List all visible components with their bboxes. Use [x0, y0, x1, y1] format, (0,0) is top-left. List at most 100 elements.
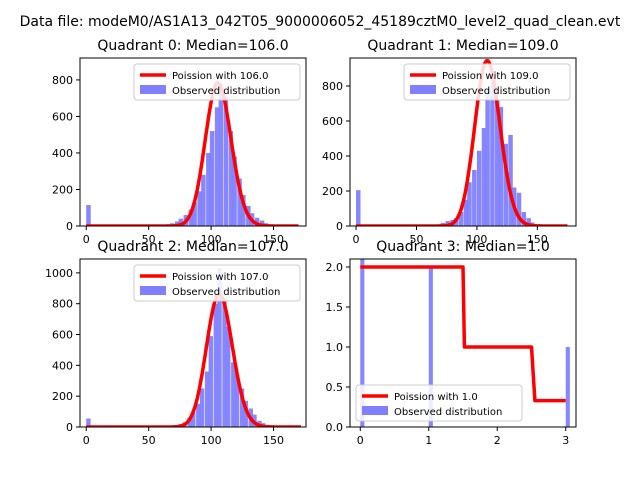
histogram-bar — [508, 135, 513, 226]
y-tick-label: 0 — [66, 421, 73, 434]
legend-line-label: Poission with 1.0 — [394, 392, 478, 403]
x-tick-label: 100 — [466, 233, 487, 246]
poisson-curve-line — [85, 292, 302, 427]
histogram-bar — [218, 83, 224, 226]
y-tick-label: 800 — [52, 74, 73, 87]
histogram-bar — [178, 218, 184, 226]
histogram-bar — [254, 217, 260, 226]
histogram-bar — [481, 128, 487, 226]
histogram-bar — [188, 209, 194, 226]
y-tick-label: 0.5 — [326, 381, 344, 394]
histogram-bar — [232, 156, 237, 226]
histogram-bar — [237, 178, 242, 226]
histogram-bar — [222, 297, 227, 427]
histogram-bar — [243, 400, 248, 427]
histogram-bar — [86, 418, 91, 427]
histogram-bar — [239, 388, 245, 427]
histogram-bar — [495, 100, 500, 226]
y-tick-label: 400 — [322, 150, 343, 163]
histogram-bar — [485, 89, 490, 226]
legend-bar-swatch — [410, 85, 436, 94]
y-tick-label: 200 — [52, 390, 73, 403]
axes-frame — [79, 57, 307, 227]
histogram-bar — [226, 326, 231, 427]
histogram-bar — [208, 336, 213, 427]
histogram-bar — [206, 152, 211, 226]
x-tick-label: 100 — [201, 434, 222, 447]
histogram-bar — [86, 205, 91, 226]
x-tick-label: 3 — [562, 434, 569, 447]
y-tick-label: 400 — [52, 147, 73, 160]
histogram-bar — [214, 107, 220, 226]
y-tick-label: 600 — [322, 115, 343, 128]
histogram-bar — [467, 182, 472, 226]
poisson-curve-line — [360, 265, 566, 403]
legend: Poission with 106.0 Observed distribution — [133, 63, 301, 101]
x-tick-label: 0 — [83, 233, 90, 246]
x-tick-label: 2 — [494, 434, 501, 447]
histogram-bar — [463, 199, 469, 226]
y-tick-label: 600 — [52, 110, 73, 123]
histogram-bar — [526, 218, 531, 226]
histogram-bar — [192, 202, 197, 226]
histogram-bar — [204, 371, 210, 427]
x-tick-label: 0 — [353, 233, 360, 246]
y-tick-label: 200 — [52, 183, 73, 196]
plot-area — [355, 58, 569, 226]
legend-bar-swatch — [140, 85, 166, 94]
panel-title: Quadrant 2: Median=107.0 — [97, 239, 288, 255]
legend: Poission with 1.0 Observed distribution — [355, 384, 523, 422]
legend-bar-label: Observed distribution — [172, 86, 280, 97]
histogram-bar — [503, 143, 508, 226]
x-tick-label: 1 — [425, 434, 432, 447]
y-tick-label: 1000 — [45, 267, 73, 280]
histogram-bar — [521, 212, 527, 226]
histogram-bar — [223, 96, 229, 226]
legend-box — [133, 63, 301, 101]
panel-title: Quadrant 3: Median=1.0 — [376, 239, 550, 255]
histogram-bar — [360, 259, 365, 427]
legend-line-label: Poission with 107.0 — [172, 272, 268, 283]
histogram-bar — [231, 362, 236, 427]
histogram-bar — [199, 388, 205, 427]
histogram-bar — [209, 131, 215, 226]
panel-quadrant-2: 0 50 100 150 0 200 400 600 800 1000 Quadrant 2: Me… — [45, 239, 307, 447]
panel-title: Quadrant 1: Median=109.0 — [367, 38, 558, 54]
legend-box — [403, 63, 571, 101]
histogram-bar — [213, 303, 218, 427]
histogram-bar — [472, 170, 477, 226]
legend-bar-label: Observed distribution — [394, 407, 502, 418]
histogram-bar — [197, 191, 202, 226]
histogram-bar — [201, 174, 206, 226]
histogram-bar — [259, 220, 265, 226]
x-tick-label: 50 — [142, 233, 156, 246]
x-tick-label: 100 — [201, 233, 222, 246]
y-tick-label: 0 — [66, 220, 73, 233]
axes-frame — [349, 258, 577, 428]
histogram-bar — [476, 150, 482, 226]
y-tick-label: 0.0 — [326, 421, 344, 434]
legend-bar-swatch — [362, 406, 388, 415]
y-tick-label: 200 — [322, 185, 343, 198]
legend-bar-label: Observed distribution — [172, 287, 280, 298]
y-tick-label: 1.0 — [326, 341, 344, 354]
x-tick-label: 0 — [83, 434, 90, 447]
x-tick-label: 50 — [142, 434, 156, 447]
histogram-bar — [565, 347, 570, 427]
histogram-bar — [174, 221, 180, 226]
histogram-bar — [196, 403, 201, 427]
y-tick-label: 2.0 — [326, 261, 344, 274]
y-tick-label: 800 — [322, 80, 343, 93]
y-tick-label: 400 — [52, 359, 73, 372]
histogram-bar — [516, 192, 522, 226]
legend-line-label: Poission with 109.0 — [442, 71, 538, 82]
panel-title: Quadrant 0: Median=106.0 — [97, 38, 288, 54]
axes-frame — [349, 57, 577, 227]
histogram-bar — [241, 194, 246, 226]
legend-bar-label: Observed distribution — [442, 86, 550, 97]
legend-box — [355, 384, 523, 422]
histogram-bar — [228, 131, 234, 226]
x-tick-label: 50 — [409, 233, 423, 246]
poisson-curve-line — [355, 58, 569, 226]
